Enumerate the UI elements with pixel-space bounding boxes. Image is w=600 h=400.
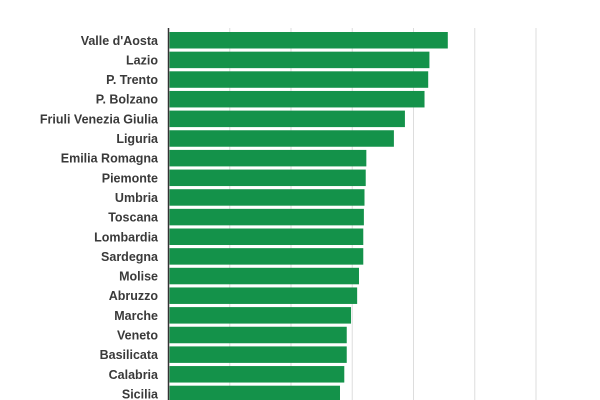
bar-piemonte (169, 169, 366, 187)
category-label: Piemonte (102, 171, 158, 185)
category-label: P. Trento (106, 73, 158, 87)
bar-sardegna (169, 248, 364, 265)
category-label: Umbria (115, 191, 159, 205)
bar-molise (169, 267, 359, 285)
category-labels: Valle d'Aosta Lazio P. Trento P. Bolzano Fri… (40, 34, 159, 400)
bars (169, 32, 448, 400)
bar-friuli-venezia-giulia (169, 110, 405, 128)
category-label: Abruzzo (109, 289, 159, 303)
category-label: Calabria (109, 368, 159, 382)
bar-umbria (169, 189, 365, 206)
category-label: Sardegna (101, 250, 159, 264)
category-label: Liguria (116, 132, 159, 146)
category-label: P. Bolzano (96, 93, 159, 107)
category-label: Sicilia (122, 387, 159, 400)
category-label: Molise (119, 270, 158, 284)
category-label: Valle d'Aosta (81, 34, 159, 48)
bar-p-trento (169, 71, 429, 88)
category-label: Marche (114, 309, 158, 323)
bar-liguria (169, 130, 394, 147)
category-label: Lombardia (94, 230, 159, 244)
bar-veneto (169, 326, 347, 344)
category-label: Basilicata (100, 348, 159, 362)
category-label: Toscana (108, 211, 159, 225)
bar-lombardia (169, 228, 364, 245)
category-label: Lazio (126, 53, 158, 67)
bar-calabria (169, 366, 345, 383)
bar-emilia-romagna (169, 149, 367, 167)
bar-lazio (169, 51, 430, 69)
category-label: Veneto (117, 329, 158, 343)
bar-sicilia (169, 385, 340, 400)
category-label: Emilia Romagna (61, 152, 159, 166)
bar-abruzzo (169, 287, 358, 304)
bar-marche (169, 307, 352, 324)
bar-valle-d-aosta (169, 32, 448, 49)
category-label: Friuli Venezia Giulia (40, 112, 159, 126)
bar-basilicata (169, 346, 347, 363)
bar-p-bolzano (169, 90, 425, 108)
bar-toscana (169, 208, 364, 226)
